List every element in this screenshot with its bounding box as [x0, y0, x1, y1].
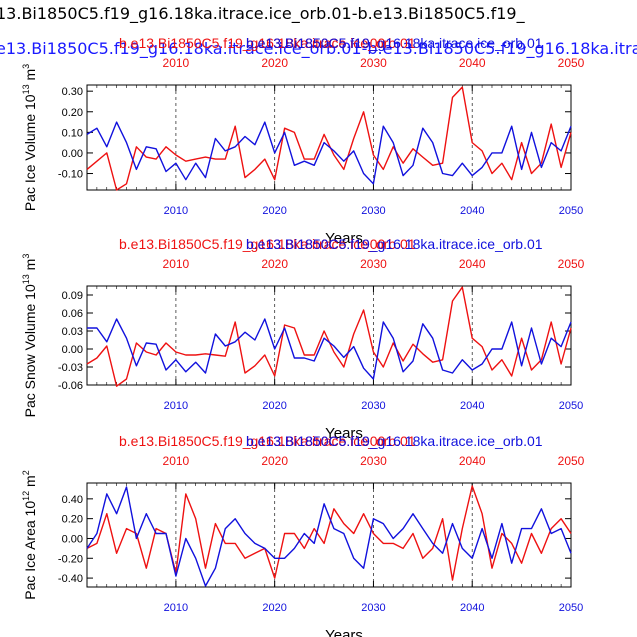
panel-title-mid: b.e13.Bi1850C5.f1900 — [246, 35, 386, 51]
panel-title-blue: b.e13.Bi1850C5.f19_g16.18ka.itrace.ice_o… — [246, 236, 543, 252]
x-tick-label-bottom: 2030 — [361, 602, 385, 614]
x-tick-label-bottom: 2030 — [361, 400, 385, 412]
x-tick-label-top: 2050 — [558, 56, 585, 70]
panel-title-blue: b.e13.Bi1850C5.f19_g16.18ka.itrace.ice_o… — [246, 35, 543, 51]
x-tick-label-bottom: 2050 — [559, 400, 583, 412]
x-tick-label-bottom: 2050 — [559, 602, 583, 614]
y-tick-label: -0.10 — [58, 169, 83, 181]
window-title-blue: e13.Bi1850C5.f19_g16.18ka.itrace.ice_orb… — [0, 39, 637, 58]
y-tick-label: 0.06 — [62, 308, 83, 320]
x-tick-label-top: 2030 — [360, 56, 387, 70]
series-line-blue — [86, 121, 572, 185]
x-tick-label-top: 2040 — [459, 56, 486, 70]
x-tick-label-bottom: 2020 — [262, 602, 286, 614]
x-tick-label-bottom: 2010 — [164, 205, 188, 217]
x-axis-label: Years — [325, 627, 363, 637]
x-tick-label-top: 2010 — [163, 257, 190, 271]
series-line-red — [86, 286, 572, 387]
x-tick-label-bottom: 2040 — [460, 400, 484, 412]
y-tick-label: 0.00 — [62, 148, 83, 160]
plot-frame — [86, 285, 572, 386]
x-tick-label-top: 2030 — [360, 257, 387, 271]
y-tick-label: 0.10 — [62, 127, 83, 139]
y-tick-label: -0.40 — [58, 573, 83, 585]
y-tick-label: -0.20 — [58, 553, 83, 565]
y-tick-label: 0.03 — [62, 326, 83, 338]
y-tick-label: 0.09 — [62, 290, 83, 302]
x-tick-label-bottom: 2040 — [460, 602, 484, 614]
y-tick-label: -0.03 — [58, 362, 83, 374]
series-line-blue — [86, 486, 572, 587]
x-tick-label-top: 2050 — [558, 257, 585, 271]
x-tick-label-top: 2020 — [261, 257, 288, 271]
x-tick-label-bottom: 2010 — [164, 400, 188, 412]
y-axis-label: Pac Ice Area 1012 m2 — [21, 470, 38, 599]
panel-title-mid: b.e13.Bi1850C5.f1900 — [246, 433, 386, 449]
y-tick-label: 0.00 — [62, 533, 83, 545]
x-tick-label-bottom: 2040 — [460, 205, 484, 217]
x-axis-label: Years — [325, 425, 363, 442]
x-tick-label-top: 2020 — [261, 56, 288, 70]
y-tick-label: 0.20 — [62, 514, 83, 526]
window-title-black: 13.Bi1850C5.f19_g16.18ka.itrace.ice_orb.… — [0, 4, 525, 23]
panel-title-mid: b.e13.Bi1850C5.f1900 — [246, 236, 386, 252]
x-tick-label-top: 2050 — [558, 454, 585, 468]
x-tick-label-top: 2030 — [360, 454, 387, 468]
series-line-red — [86, 86, 572, 191]
y-tick-label: 0.40 — [62, 494, 83, 506]
y-axis-label: Pac Ice Volume 1013 m3 — [21, 64, 38, 211]
x-tick-label-bottom: 2050 — [559, 205, 583, 217]
panel-title-red: b.e13.Bi1850C5.f19_g16.18ka.itrace.ice_o… — [119, 236, 416, 252]
y-tick-label: 0.20 — [62, 107, 83, 119]
panel-title-red: b.e13.Bi1850C5.f19_g16.18ka.itrace.ice_o… — [119, 433, 416, 449]
x-axis-label: Years — [325, 230, 363, 247]
y-tick-label: 0.00 — [62, 344, 83, 356]
x-tick-label-bottom: 2030 — [361, 205, 385, 217]
series-line-blue — [87, 318, 572, 380]
x-tick-label-top: 2010 — [163, 56, 190, 70]
y-tick-label: -0.06 — [58, 380, 83, 392]
panel-title-blue: b.e13.Bi1850C5.f19_g16.18ka.itrace.ice_o… — [246, 433, 543, 449]
y-tick-label: 0.30 — [62, 86, 83, 98]
y-axis-label: Pac Snow Volume 1013 m3 — [21, 254, 38, 418]
x-tick-label-bottom: 2020 — [262, 205, 286, 217]
plot-frame — [86, 482, 572, 588]
panel-title-red: b.e13.Bi1850C5.f19_g16.18ka.itrace.ice_o… — [119, 35, 416, 51]
x-tick-label-top: 2020 — [261, 454, 288, 468]
x-tick-label-top: 2040 — [459, 454, 486, 468]
plot-frame — [86, 84, 572, 191]
x-tick-label-top: 2010 — [163, 454, 190, 468]
x-tick-label-top: 2040 — [459, 257, 486, 271]
x-tick-label-bottom: 2020 — [262, 400, 286, 412]
x-tick-label-bottom: 2010 — [164, 602, 188, 614]
